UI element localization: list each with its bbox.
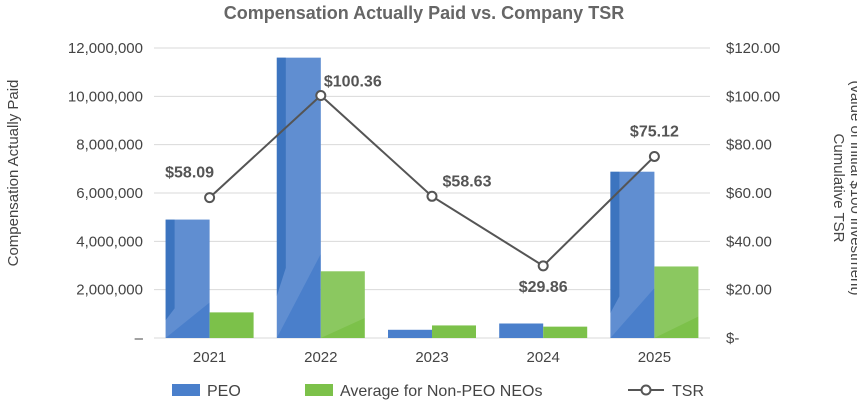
bar-shade	[610, 171, 620, 314]
tsr-point-2022	[315, 89, 327, 101]
tsr-data-label-2022: $100.36	[324, 73, 382, 90]
y2-tick-label: $60.00	[726, 185, 772, 202]
x-tick-label: 2023	[415, 349, 448, 366]
legend-swatch-peo	[172, 384, 200, 396]
y2-tick-label: $120.00	[726, 40, 780, 57]
y2-tick-label: $20.00	[726, 282, 772, 299]
tsr-point-2024	[537, 260, 549, 272]
legend-swatch-tsr-marker	[640, 384, 652, 396]
x-axis-ticks: 2021 2022 2023 2024 2025	[193, 349, 671, 366]
tsr-line	[204, 89, 660, 272]
bar-peo-2024	[499, 323, 544, 338]
y-tick-label: 4,000,000	[76, 233, 143, 250]
y-tick-label: 12,000,000	[68, 40, 143, 57]
x-tick-label: 2024	[527, 349, 560, 366]
y2-axis-label-line2: (value of initial $100 investment)	[847, 80, 857, 295]
bar-highlight	[320, 271, 365, 338]
tsr-data-label-2025: $75.12	[630, 123, 679, 140]
y2-tick-label: $80.00	[726, 137, 772, 154]
y2-tick-label: $-	[726, 330, 739, 347]
bar-non-peo-2021	[209, 312, 254, 338]
legend: PEO Average for Non-PEO NEOs TSR	[172, 383, 704, 400]
legend-label-non-peo: Average for Non-PEO NEOs	[340, 383, 542, 400]
y-axis-label: Compensation Actually Paid	[5, 80, 22, 267]
legend-swatch-non-peo	[305, 384, 333, 396]
y-tick-label: 8,000,000	[76, 137, 143, 154]
y-tick-label: 6,000,000	[76, 185, 143, 202]
tsr-point-2021	[204, 192, 216, 204]
bar-shade	[276, 57, 286, 296]
x-tick-label: 2022	[304, 349, 337, 366]
tsr-point-2025	[648, 150, 660, 162]
bar-peo-2023	[388, 329, 432, 338]
y2-axis-label-line1: Cumulative TSR	[830, 134, 847, 243]
bar-highlight	[610, 171, 655, 338]
bar-highlight	[165, 219, 210, 338]
bar-highlight	[276, 57, 321, 339]
left-axis-ticks: – 2,000,000 4,000,000 6,000,000 8,000,000 10,…	[68, 40, 144, 347]
chart-title: Compensation Actually Paid vs. Company T…	[224, 3, 624, 23]
bars	[165, 57, 699, 339]
bar-non-peo-2022	[320, 271, 365, 338]
x-tick-label: 2021	[193, 349, 226, 366]
bar-highlight	[654, 266, 699, 338]
y-tick-label: 2,000,000	[76, 282, 143, 299]
bar-non-peo-2024	[543, 326, 588, 338]
y2-tick-label: $40.00	[726, 233, 772, 250]
bar-non-peo-2025	[654, 266, 699, 338]
tsr-labels: $58.09 $100.36 $58.63 $29.86 $75.12	[165, 73, 679, 295]
legend-label-peo: PEO	[207, 383, 241, 400]
y-tick-label: –	[135, 330, 144, 347]
y2-tick-label: $100.00	[726, 88, 780, 105]
x-tick-label: 2025	[638, 349, 671, 366]
y-tick-label: 10,000,000	[68, 88, 143, 105]
tsr-point-2023	[426, 190, 438, 202]
right-axis-ticks: $- $20.00 $40.00 $60.00 $80.00 $100.00 $120.00	[726, 40, 780, 347]
gridlines	[154, 47, 710, 339]
tsr-data-label-2023: $58.63	[443, 173, 492, 190]
tsr-line-path	[208, 94, 656, 268]
legend-label-tsr: TSR	[672, 383, 704, 400]
tsr-data-label-2021: $58.09	[165, 165, 214, 182]
tsr-data-label-2024: $29.86	[519, 279, 568, 296]
bar-shade	[165, 219, 175, 321]
bar-non-peo-2023	[432, 325, 476, 338]
